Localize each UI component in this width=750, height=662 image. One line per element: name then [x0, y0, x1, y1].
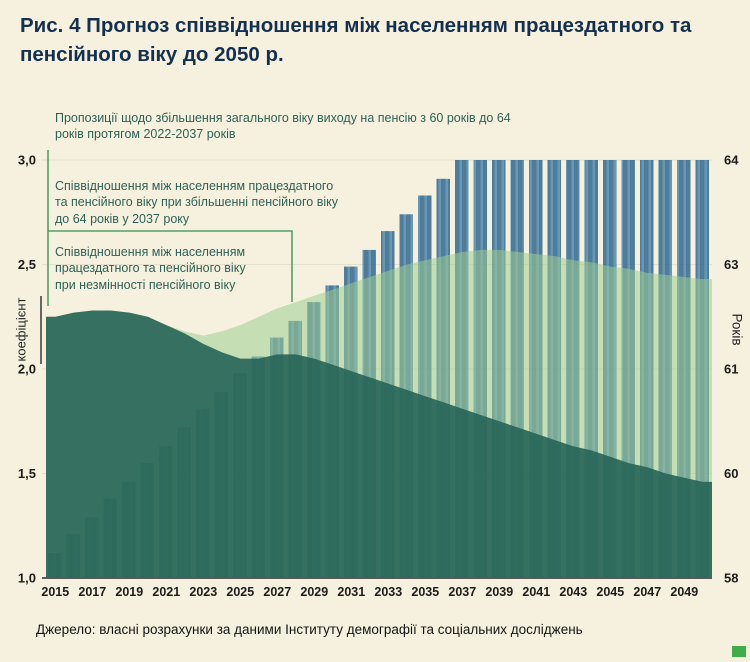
x-axis-tick: 2043: [559, 585, 587, 599]
ratio-areas: [46, 249, 712, 578]
x-axis-tick: 2039: [485, 585, 513, 599]
x-axis-tick: 2031: [337, 585, 365, 599]
right-axis-tick: 58: [724, 571, 738, 586]
page-title: Рис. 4 Прогноз співвідношення між населе…: [20, 14, 692, 66]
x-axis-tick: 2041: [522, 585, 550, 599]
x-axis-tick: 2035: [411, 585, 439, 599]
right-axis-tick: 60: [724, 466, 738, 481]
x-axis-tick: 2049: [670, 585, 698, 599]
annotation-ratio-unchanged-age: Співвідношення між населенням працездатн…: [55, 245, 246, 292]
right-axis-tick: 61: [724, 362, 738, 377]
annotation-pension-proposal: Пропозиції щодо збільшення загального ві…: [55, 111, 511, 142]
left-axis-tick: 2,5: [18, 257, 36, 272]
right-axis-tick: 64: [724, 153, 739, 168]
x-axis-tick: 2047: [633, 585, 661, 599]
right-axis-tick: 63: [724, 257, 738, 272]
x-axis-tick: 2033: [374, 585, 402, 599]
x-axis-tick: 2025: [226, 585, 254, 599]
left-axis-tick: 3,0: [18, 153, 36, 168]
left-axis-tick: 1,5: [18, 466, 36, 481]
brand-corner-mark: [732, 646, 746, 657]
x-axis-tick: 2029: [300, 585, 328, 599]
right-axis-title: Років: [729, 313, 745, 346]
x-axis-tick: 2015: [41, 585, 69, 599]
source-note: Джерело: власні розрахунки за даними Інс…: [36, 622, 583, 637]
annotation-bracket-lines: [47, 150, 293, 306]
x-axis-tick: 2037: [448, 585, 476, 599]
x-axis-tick: 2017: [78, 585, 106, 599]
x-axis-tick: 2045: [596, 585, 624, 599]
x-axis-tick: 2021: [152, 585, 180, 599]
area-ratio-unchanged-age: [46, 310, 712, 578]
left-axis-tick: 2,0: [18, 362, 36, 377]
left-axis-tick: 1,0: [18, 571, 36, 586]
left-axis-title: коефіцієнт: [13, 297, 29, 362]
x-axis-tick: 2023: [189, 585, 217, 599]
annotation-ratio-increased-age: Співвідношення між населенням працездатн…: [55, 179, 338, 226]
x-axis-labels: 2015 2017 2019 2021 2023 2025 2027 2029 2031 2033…: [41, 585, 698, 599]
x-axis-tick: 2019: [115, 585, 143, 599]
x-axis-tick: 2027: [263, 585, 291, 599]
